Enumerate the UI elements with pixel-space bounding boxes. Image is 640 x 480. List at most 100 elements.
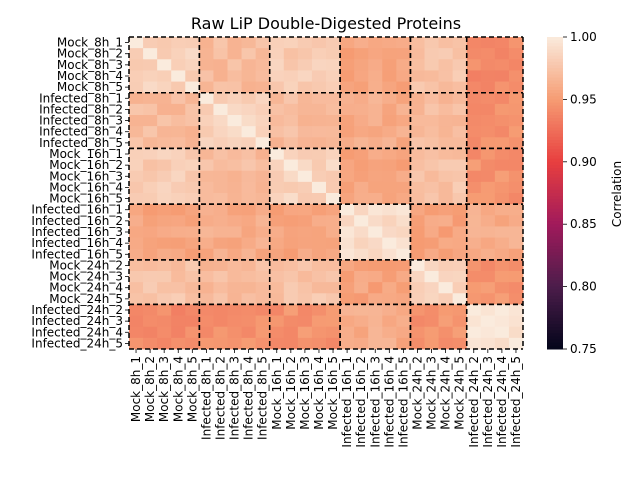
heatmap-cell: [311, 204, 327, 216]
colorbar-segment: [547, 93, 563, 97]
heatmap-cell: [410, 70, 425, 82]
heatmap-cell: [368, 193, 383, 205]
heatmap-cell: [368, 226, 383, 238]
colorbar-segment: [547, 80, 563, 85]
colorbar-segment: [547, 90, 563, 94]
heatmap-cell: [157, 337, 172, 350]
heatmap-cell: [171, 170, 186, 183]
heatmap-cell: [396, 293, 411, 305]
heatmap-cell: [368, 315, 383, 328]
heatmap-cell: [255, 48, 271, 60]
heatmap-cell: [311, 81, 327, 94]
heatmap-cell: [241, 237, 257, 250]
heatmap-cell: [368, 170, 383, 183]
heatmap-cell: [157, 170, 172, 183]
colorbar-tick-label: 0.95: [570, 92, 597, 106]
heatmap-cell: [396, 237, 411, 250]
heatmap-cell: [199, 37, 214, 49]
heatmap-cell: [508, 193, 524, 205]
heatmap-cell: [255, 159, 271, 172]
heatmap-cell: [269, 181, 285, 194]
heatmap-cell: [269, 259, 285, 272]
heatmap-cell: [199, 326, 214, 339]
colorbar-segment: [547, 74, 563, 79]
heatmap-cell: [382, 37, 397, 49]
heatmap-cell: [340, 326, 355, 339]
heatmap-cell: [227, 115, 242, 127]
heatmap-cell: [382, 181, 397, 194]
heatmap-cell: [382, 304, 397, 316]
heatmap-cell: [494, 226, 510, 238]
colorbar-segment: [547, 155, 563, 160]
heatmap-cell: [227, 70, 242, 82]
heatmap-cell: [199, 48, 214, 60]
heatmap-cell: [269, 237, 285, 250]
heatmap-cell: [185, 282, 200, 294]
heatmap-cell: [255, 248, 271, 261]
heatmap-cell: [494, 337, 510, 350]
heatmap-cell: [382, 148, 397, 160]
heatmap-cell: [410, 137, 425, 149]
heatmap-cell: [311, 337, 327, 350]
heatmap-cell: [213, 204, 228, 216]
colorbar-segment: [547, 158, 563, 163]
heatmap-cell: [424, 70, 439, 82]
heatmap-cell: [508, 326, 524, 339]
heatmap-cell: [255, 204, 271, 216]
heatmap-cell: [157, 193, 172, 205]
colorbar-label: Correlation: [610, 161, 624, 227]
heatmap-cell: [213, 37, 228, 49]
heatmap-cell: [185, 48, 200, 60]
row-label: Mock_8h_3: [57, 58, 123, 72]
colorbar-segment: [547, 105, 563, 110]
heatmap-cell: [452, 215, 468, 227]
row-label: Infected_24h_4: [31, 325, 123, 339]
heatmap-cell: [171, 315, 186, 328]
heatmap-cell: [241, 70, 257, 82]
colorbar-segment: [547, 286, 563, 291]
heatmap-cell: [171, 204, 186, 216]
heatmap-cell: [326, 103, 341, 116]
heatmap-cell: [185, 70, 200, 82]
heatmap-cell: [494, 115, 510, 127]
heatmap-cell: [171, 248, 186, 261]
heatmap-cell: [480, 159, 496, 172]
heatmap-cell: [382, 226, 397, 238]
colorbar-segment: [547, 111, 563, 116]
heatmap-cell: [213, 103, 228, 116]
heatmap-cell: [269, 271, 285, 283]
row-label: Infected_24h_2: [31, 303, 123, 317]
heatmap-cell: [494, 215, 510, 227]
heatmap-cell: [129, 304, 144, 316]
column-label: Infected_8h_5: [256, 356, 270, 440]
heatmap-cell: [466, 282, 482, 294]
colorbar-segment: [547, 118, 563, 122]
heatmap-cell: [466, 304, 482, 316]
heatmap-cell: [129, 293, 144, 305]
colorbar-segment: [547, 186, 563, 191]
heatmap-cell: [185, 271, 200, 283]
heatmap-cell: [438, 148, 454, 160]
heatmap-cell: [452, 181, 468, 194]
heatmap-cell: [143, 48, 158, 60]
heatmap-cell: [143, 126, 158, 138]
heatmap-cell: [129, 37, 144, 49]
heatmap-cell: [297, 237, 313, 250]
heatmap-cell: [143, 148, 158, 160]
colorbar-segment: [547, 252, 563, 256]
row-label: Mock_8h_5: [57, 80, 123, 94]
column-label: Infected_8h_3: [228, 356, 242, 440]
heatmap-cell: [185, 215, 200, 227]
heatmap-cell: [269, 148, 285, 160]
heatmap-cell: [255, 271, 271, 283]
heatmap-cell: [129, 70, 144, 82]
heatmap-cell: [297, 37, 313, 49]
heatmap-cell: [311, 237, 327, 250]
heatmap-cell: [494, 70, 510, 82]
heatmap-cell: [354, 126, 369, 138]
heatmap-cell: [424, 282, 439, 294]
heatmap-cell: [326, 237, 341, 250]
colorbar-segment: [547, 217, 563, 222]
heatmap-cell: [466, 37, 482, 49]
